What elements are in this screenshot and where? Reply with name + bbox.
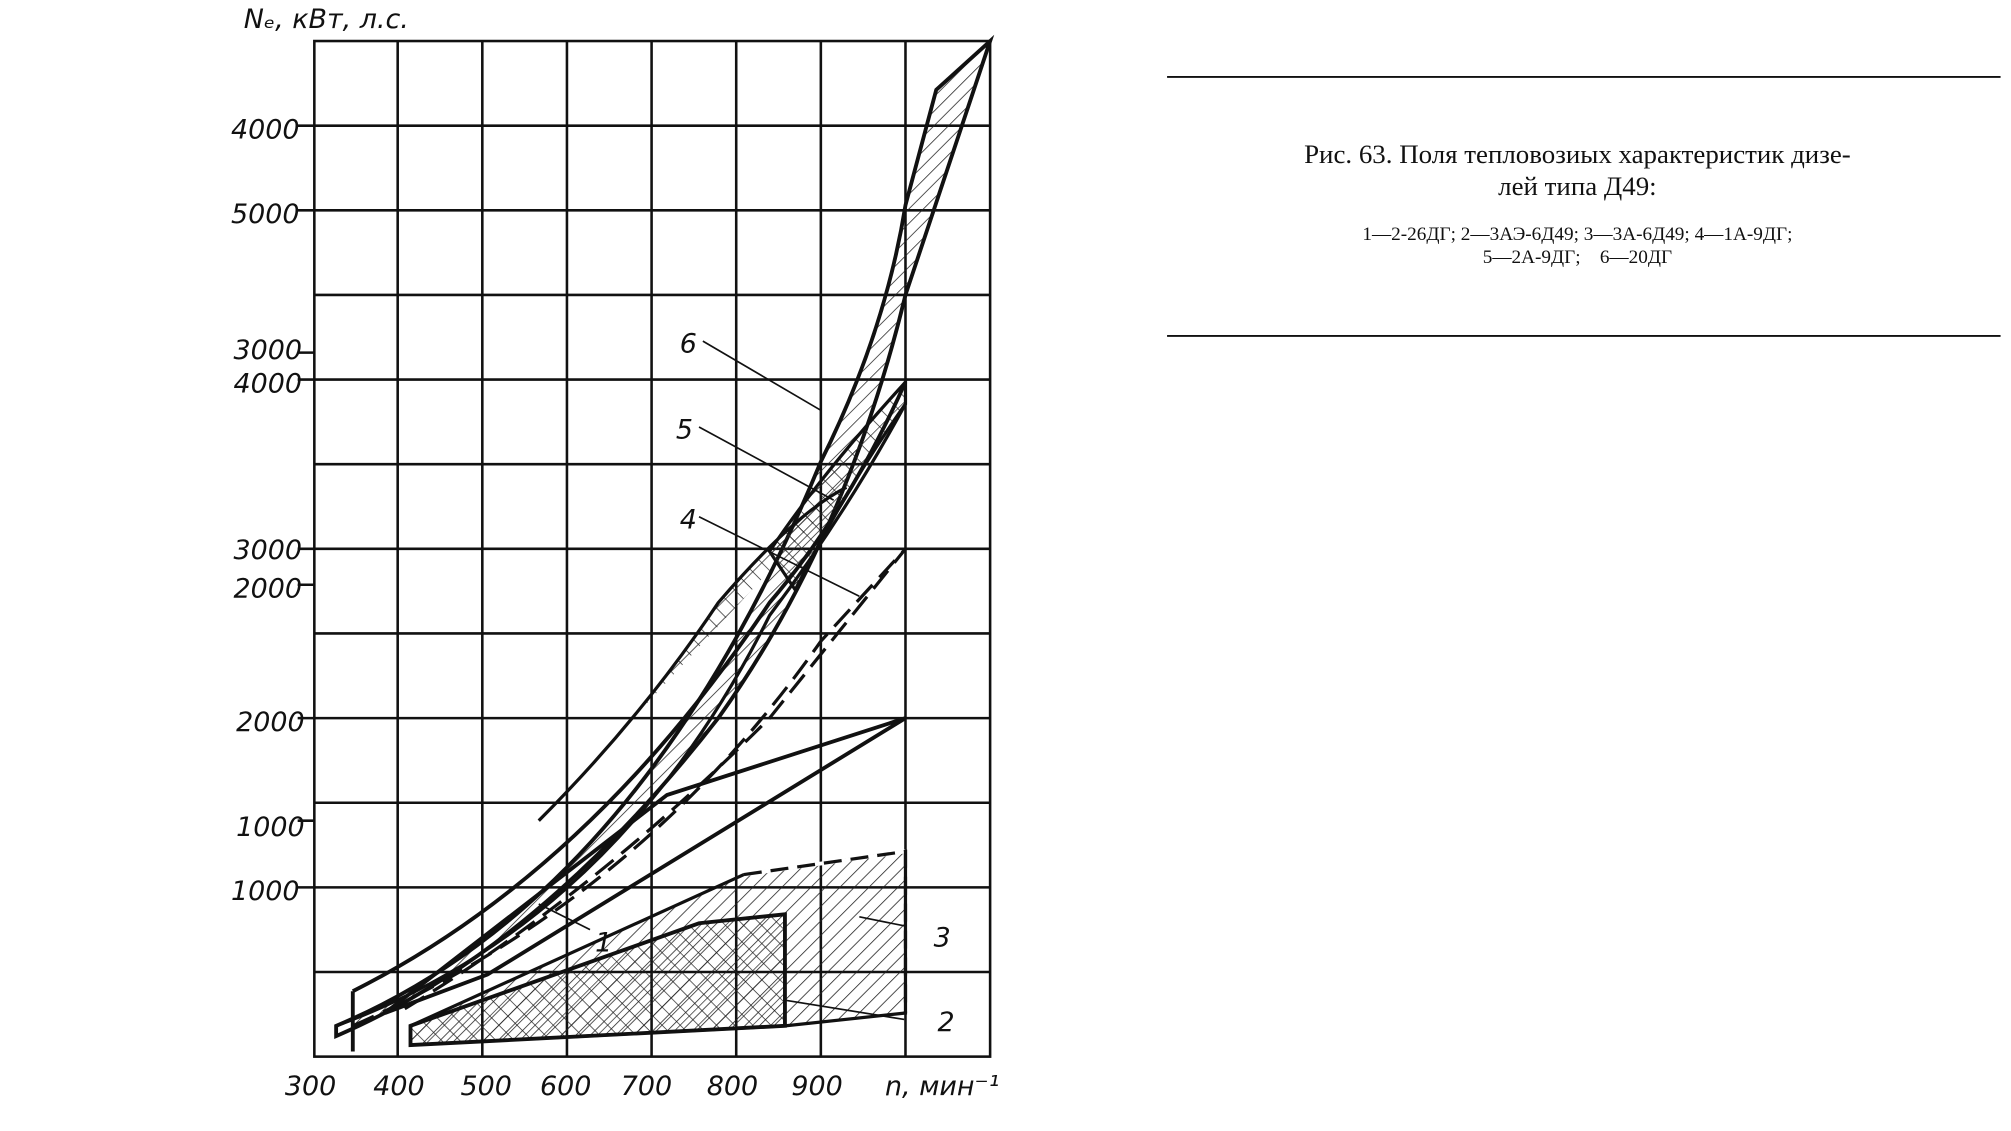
- caption-legend: 5—2А-9ДГ; 6—20ДГ: [1483, 247, 1672, 268]
- x-label: 400: [373, 1071, 424, 1102]
- grid: [297, 39, 992, 1058]
- y-label: 1000: [231, 876, 299, 907]
- y-label: 1000: [236, 812, 304, 843]
- caption-title: лей типа Д49:: [1498, 171, 1656, 201]
- curve-label: 5: [676, 415, 693, 446]
- caption-legend: 1—2-26ДГ; 2—3АЭ-6Д49; 3—3А-6Д49; 4—1А-9Д…: [1362, 224, 1792, 245]
- curve-label: 3: [934, 922, 951, 953]
- curve-label: 2: [938, 1007, 955, 1038]
- x-label: 600: [540, 1071, 591, 1102]
- x-label: 500: [461, 1071, 512, 1102]
- x-label: 800: [707, 1071, 758, 1102]
- y-axis-title: Nₑ, кВт, л.с.: [244, 4, 409, 35]
- x-label: 700: [621, 1071, 672, 1102]
- y-label: 4000: [234, 368, 302, 399]
- x-axis-title: n, мин⁻¹: [885, 1071, 1000, 1102]
- y-label: 3000: [234, 535, 302, 566]
- y-label: 3000: [234, 335, 302, 366]
- caption-title: Рис. 63. Поля тепловозиых характеристик …: [1304, 139, 1851, 169]
- curve-label: 4: [680, 504, 697, 535]
- x-label: 900: [791, 1071, 842, 1102]
- y-label: 5000: [231, 199, 299, 230]
- caption: Рис. 63. Поля тепловозиых характеристик …: [1167, 75, 2001, 337]
- y-label: 2000: [236, 707, 304, 738]
- x-label: 300: [285, 1071, 336, 1102]
- axis-labels: Nₑ, кВт, л.с. 4000 5000 3000 4000 3000 2…: [231, 4, 1000, 1102]
- y-label: 4000: [231, 114, 299, 145]
- curve-label: 6: [680, 329, 697, 360]
- y-label: 2000: [234, 574, 302, 605]
- curve-label: 1: [595, 927, 612, 958]
